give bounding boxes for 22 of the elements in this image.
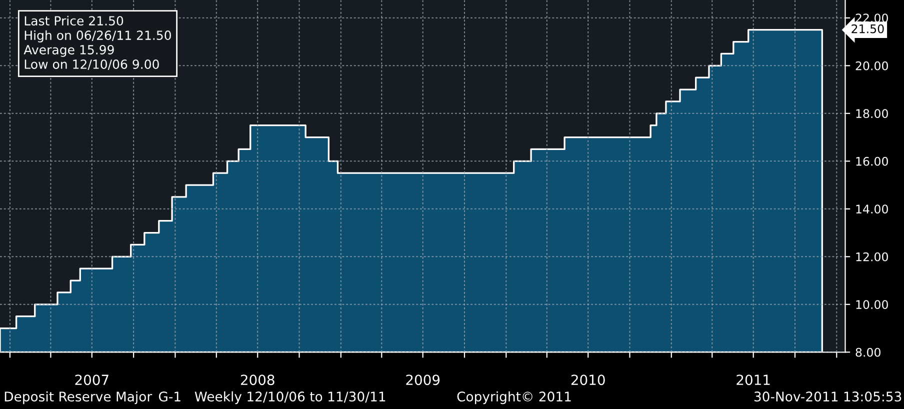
y-tick-label: 8.00 — [856, 348, 880, 357]
y-tick-label: 18.00 — [856, 109, 888, 118]
annotation: Last Price 21.50 — [24, 16, 124, 26]
y-tick-label: 20.00 — [856, 61, 888, 70]
text: G-1 — [158, 392, 180, 402]
y-tick-label: 14.00 — [856, 204, 888, 214]
annotation: High on 06/26/11 21.50 — [24, 30, 171, 42]
text: Copyright© 2011 — [457, 391, 571, 404]
text: Deposit Reserve Major — [4, 391, 152, 404]
x-tick-label: 2007 — [75, 374, 108, 386]
y-tick-label: 10.00 — [856, 300, 888, 310]
x-tick-label: 2009 — [406, 374, 440, 386]
annotation: Average 15.99 — [24, 45, 114, 57]
y-tick-label: 12.00 — [856, 252, 888, 262]
x-tick-label: 2010 — [571, 374, 605, 386]
x-tick-label: 2008 — [240, 374, 274, 386]
annotation: Low on 12/10/06 9.00 — [24, 59, 159, 70]
y-tick-label: 16.00 — [856, 156, 888, 166]
text: 21.50 — [852, 24, 884, 34]
text: Weekly 12/10/06 to 11/30/11 — [194, 391, 386, 404]
x-tick-label: 2011 — [736, 374, 770, 386]
text: 30-Nov-2011 13:05:53 — [754, 392, 902, 402]
